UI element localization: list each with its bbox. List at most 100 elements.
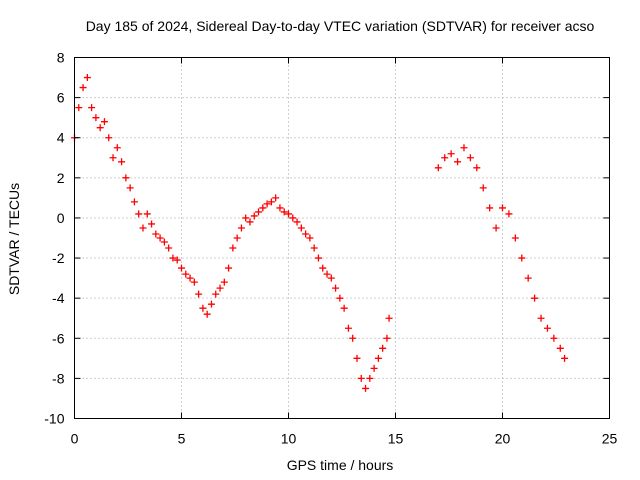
- data-point: [225, 264, 233, 272]
- data-point: [454, 158, 462, 166]
- series-segment-2: [434, 144, 569, 362]
- data-point: [302, 230, 310, 238]
- data-point: [237, 224, 245, 232]
- data-point: [186, 274, 194, 282]
- data-point: [357, 374, 365, 382]
- data-point: [314, 254, 322, 262]
- data-point: [165, 244, 173, 252]
- data-point: [255, 208, 263, 216]
- data-point: [379, 344, 387, 352]
- data-point: [96, 124, 104, 132]
- x-axis-label: GPS time / hours: [287, 457, 394, 473]
- data-point: [118, 158, 126, 166]
- data-point: [195, 290, 203, 298]
- data-point: [323, 270, 331, 278]
- data-point: [466, 154, 474, 162]
- data-point: [272, 194, 280, 202]
- y-tick-label: 6: [57, 90, 65, 106]
- x-tick-label: 20: [495, 431, 511, 447]
- data-point: [362, 384, 370, 392]
- data-point: [383, 334, 391, 342]
- y-tick-label: 2: [57, 170, 65, 186]
- data-point: [220, 278, 228, 286]
- data-point: [199, 304, 207, 312]
- data-point: [441, 154, 449, 162]
- y-tick-label: 0: [57, 210, 65, 226]
- x-tick-label: 25: [602, 431, 618, 447]
- x-tick-label: 10: [281, 431, 297, 447]
- data-point: [531, 294, 539, 302]
- data-point: [306, 234, 314, 242]
- y-axis-label: SDTVAR / TECUs: [6, 183, 22, 295]
- data-point: [434, 164, 442, 172]
- data-point: [349, 334, 357, 342]
- data-point: [160, 238, 168, 246]
- data-point: [113, 144, 121, 152]
- data-point: [156, 234, 164, 242]
- data-point: [148, 220, 156, 228]
- data-point: [340, 304, 348, 312]
- data-point: [492, 224, 500, 232]
- data-point: [561, 354, 569, 362]
- x-tick-label: 0: [71, 431, 79, 447]
- y-tick-label: 4: [57, 130, 65, 146]
- data-point: [327, 274, 335, 282]
- data-point: [505, 210, 513, 218]
- data-point: [511, 234, 519, 242]
- data-point: [499, 204, 506, 212]
- data-point: [233, 234, 241, 242]
- data-point: [543, 324, 551, 332]
- data-point: [139, 224, 147, 232]
- points-layer: [71, 74, 569, 392]
- data-point: [556, 344, 564, 352]
- data-point: [447, 150, 455, 158]
- data-point: [276, 204, 284, 212]
- data-point: [366, 374, 374, 382]
- data-point: [537, 314, 545, 322]
- data-point: [100, 118, 108, 126]
- x-tick-labels: 0 5 10 15 20 25: [71, 431, 618, 447]
- data-point: [83, 74, 91, 82]
- data-point: [385, 314, 393, 322]
- data-point: [289, 214, 297, 222]
- data-point: [263, 200, 271, 208]
- data-point: [550, 334, 558, 342]
- y-tick-label: -10: [44, 411, 64, 427]
- data-point: [280, 208, 288, 216]
- y-tick-labels: -10 -8 -6 -4 -2 0 2 4 6 8: [44, 50, 64, 427]
- data-point: [122, 174, 130, 182]
- data-point: [75, 104, 83, 112]
- data-point: [310, 244, 318, 252]
- data-point: [203, 310, 211, 318]
- data-point: [259, 204, 267, 212]
- data-point: [242, 214, 250, 222]
- data-point: [126, 184, 134, 192]
- data-point: [370, 364, 378, 372]
- data-point: [524, 274, 532, 282]
- data-point: [293, 218, 301, 226]
- data-point: [229, 244, 237, 252]
- data-point: [79, 84, 87, 92]
- data-point: [207, 300, 215, 308]
- data-point: [246, 218, 254, 226]
- y-tick-label: -6: [52, 330, 65, 346]
- data-point: [143, 210, 151, 218]
- data-point: [135, 210, 143, 218]
- data-point: [182, 270, 190, 278]
- data-point: [344, 324, 352, 332]
- data-point: [336, 294, 344, 302]
- data-point: [250, 212, 258, 220]
- data-point: [216, 284, 224, 292]
- data-point: [109, 154, 117, 162]
- data-point: [178, 264, 185, 272]
- data-point: [105, 134, 113, 142]
- grid-layer: [74, 57, 610, 419]
- data-point: [518, 254, 526, 262]
- data-point: [212, 290, 220, 298]
- data-point: [374, 354, 382, 362]
- data-point: [297, 224, 305, 232]
- data-point: [460, 144, 468, 152]
- data-point: [319, 264, 327, 272]
- data-point: [190, 278, 198, 286]
